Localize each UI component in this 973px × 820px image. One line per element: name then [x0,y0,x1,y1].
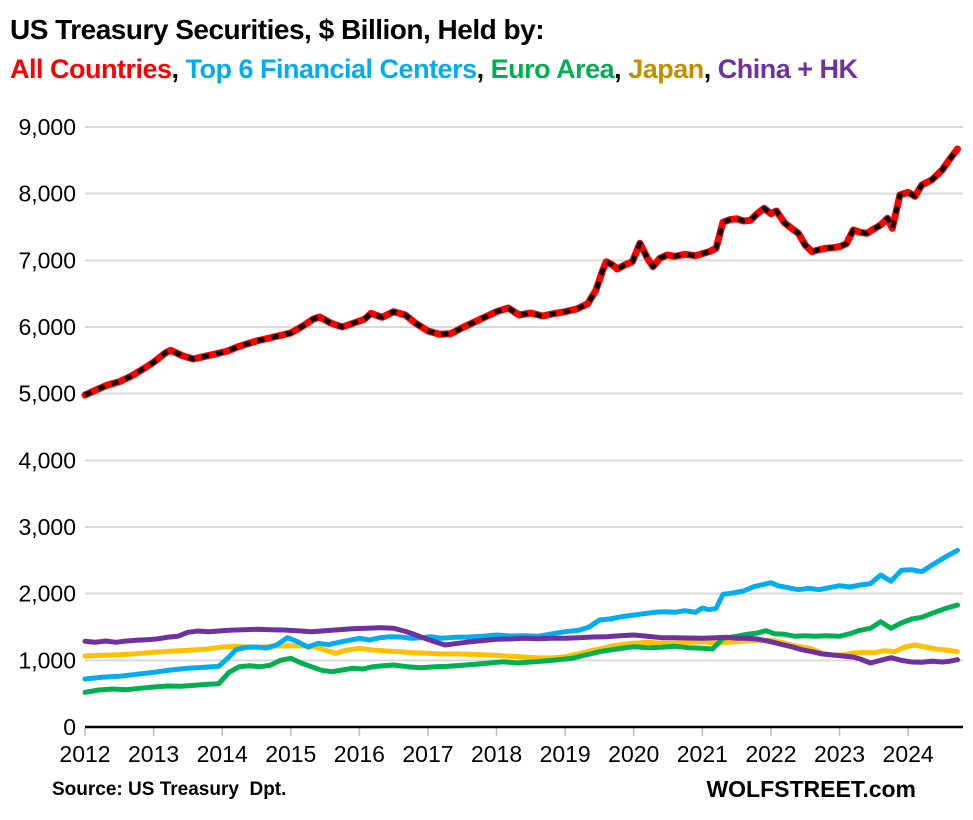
x-axis-label: 2016 [334,741,385,767]
legend-separator: , [614,54,629,84]
series-line-china-hk [82,625,960,666]
series-line-all-countries [81,145,961,399]
x-axis-label: 2014 [197,741,248,767]
y-axis-label: 7,000 [18,247,76,273]
legend-item-japan: Japan [628,54,704,84]
y-axis-label: 3,000 [18,514,76,540]
x-axis-label: 2023 [814,741,865,767]
y-axis-label: 2,000 [18,581,76,607]
source-note: Source: US Treasury Dpt. [52,779,287,800]
x-axis-label: 2021 [677,741,728,767]
series-line-euro-area [82,602,960,695]
legend-item-top-6-financial-centers: Top 6 Financial Centers [185,54,478,84]
series-line-top-6-financial-centers [82,547,960,682]
y-axis-label: 1,000 [18,647,76,673]
series-line-all-countries-black-dash-overlay [84,147,960,398]
chart-legend: All Countries, Top 6 Financial Centers, … [10,54,858,85]
x-axis-label: 2024 [883,741,934,767]
x-axis-label: 2022 [745,741,796,767]
legend-item-all-countries: All Countries [10,54,172,84]
x-axis-label: 2015 [265,741,316,767]
x-axis-label: 2012 [59,741,110,767]
y-axis-label: 6,000 [18,314,76,340]
y-axis-label: 4,000 [18,447,76,473]
page-title: US Treasury Securities, $ Billion, Held … [10,14,545,45]
wolfstreet-watermark: WOLFSTREET.com [706,776,916,802]
legend-separator: , [171,54,186,84]
legend-item-euro-area: Euro Area [490,54,615,84]
x-axis-label: 2019 [540,741,591,767]
x-axis-label: 2017 [402,741,453,767]
x-axis-label: 2020 [608,741,659,767]
y-axis-label: 0 [63,714,76,740]
legend-separator: , [476,54,491,84]
y-axis-label: 9,000 [18,114,76,140]
x-axis-label: 2013 [128,741,179,767]
legend-separator: , [703,54,718,84]
y-axis-label: 5,000 [18,381,76,407]
x-axis-label: 2018 [471,741,522,767]
legend-item-china-hk: China + HK [717,54,858,84]
y-axis-label: 8,000 [18,181,76,207]
